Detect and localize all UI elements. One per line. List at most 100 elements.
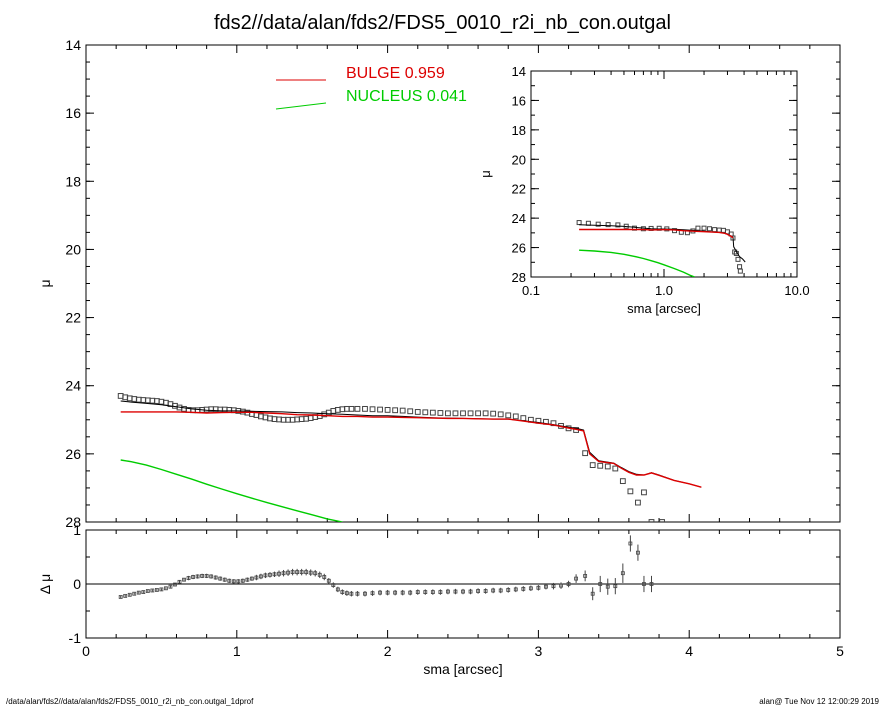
residual-point [559, 583, 563, 588]
data-point [467, 410, 474, 417]
data-point [604, 463, 611, 470]
residual-point [628, 541, 633, 546]
residual-point [605, 584, 610, 589]
residual-point [498, 588, 503, 593]
residual-point [127, 592, 132, 597]
x-tick-label: 0 [82, 643, 90, 659]
residual-point [370, 591, 375, 596]
residual-point [299, 570, 304, 575]
residual-point [590, 591, 595, 596]
chart-title: fds2//data/alan/fds2/FDS5_0010_r2i_nb_co… [213, 12, 671, 34]
residual-point [453, 589, 458, 594]
residual-point [304, 570, 309, 575]
residual-point [415, 590, 420, 594]
residual-point [483, 589, 488, 593]
nucleus-line [579, 249, 695, 277]
footer-filepath: /data/alan/fds2//data/alan/fds2/FDS5_001… [6, 697, 254, 706]
residual-point [259, 574, 263, 579]
y-tick-label: 22 [512, 182, 526, 197]
residual-point [620, 571, 625, 576]
y-tick-label: 24 [65, 378, 81, 394]
residual-point [159, 587, 164, 592]
residual-point [173, 582, 177, 587]
residual-point [349, 591, 354, 596]
data-point [737, 268, 743, 274]
residual-point [281, 571, 286, 576]
residual-point [195, 574, 200, 579]
residual-point [204, 574, 209, 578]
data-point [348, 405, 355, 412]
residual-point [186, 576, 191, 580]
residual-point [340, 590, 345, 594]
residual-point [209, 574, 214, 579]
residual-point [145, 589, 150, 593]
residual-point [254, 575, 259, 580]
residual-point [491, 588, 496, 593]
residual-point [231, 579, 236, 584]
residual-point [218, 576, 223, 581]
inset-series [576, 220, 746, 277]
data-point [452, 410, 459, 417]
residual-point [544, 584, 548, 589]
residual-point [476, 589, 480, 593]
y-tick-label: 26 [512, 241, 526, 256]
data-point [377, 406, 383, 413]
residual-point [385, 590, 390, 595]
residual-point [363, 591, 367, 596]
y-tick-label: 1 [73, 522, 81, 538]
residual-point [222, 577, 227, 582]
main-panel: 14 16 18 20 22 24 26 28 μ [37, 37, 841, 530]
residual-point [331, 583, 336, 587]
residual-point [583, 574, 588, 578]
legend-label-bulge: BULGE 0.959 [346, 65, 445, 82]
y-axis-label: μ [37, 279, 53, 287]
x-tick-label: 10.0 [784, 283, 809, 298]
x-axis-label: sma [arcsec] [627, 301, 701, 316]
residual-point [598, 582, 603, 586]
residual-point [355, 591, 360, 596]
data-point [445, 410, 451, 417]
y-tick-label: 14 [512, 64, 526, 79]
residual-point [168, 584, 173, 589]
residual-point [308, 570, 313, 575]
residual-point [141, 590, 146, 594]
residual-point [551, 584, 556, 589]
residual-point [393, 590, 398, 595]
residual-point [213, 575, 218, 580]
data-point [407, 408, 414, 415]
y-tick-label: -1 [69, 630, 82, 646]
data-point [475, 410, 481, 417]
data-point [497, 411, 504, 418]
data-point [612, 465, 619, 472]
y-tick-label: 24 [512, 211, 526, 226]
data-point [615, 222, 621, 228]
residual-point [164, 586, 168, 591]
y-tick-label: 20 [65, 241, 81, 257]
residual-point [313, 571, 318, 576]
residual-point [423, 590, 428, 594]
y-tick-label: 14 [65, 37, 81, 53]
data-point [422, 409, 429, 416]
residual-point [335, 587, 340, 592]
residual-point [290, 570, 295, 575]
residual-point [378, 590, 382, 595]
data-point [597, 462, 604, 469]
residual-point [182, 577, 186, 582]
residual-point [468, 589, 473, 594]
data-point [392, 407, 399, 414]
residual-point [132, 591, 137, 596]
data-point [437, 410, 444, 416]
residual-point [249, 576, 254, 581]
residual-point [461, 589, 465, 594]
data-point [707, 226, 713, 232]
residual-point [123, 593, 128, 598]
inset-frame [530, 70, 798, 278]
y-tick-label: 18 [65, 173, 81, 189]
y-tick-label: 18 [512, 123, 526, 138]
legend-label-nucleus: NUCLEUS 0.041 [346, 88, 467, 105]
residual-point [446, 589, 450, 594]
x-tick-label: 1 [233, 643, 241, 659]
data-point [695, 225, 701, 231]
data-point [490, 410, 497, 417]
